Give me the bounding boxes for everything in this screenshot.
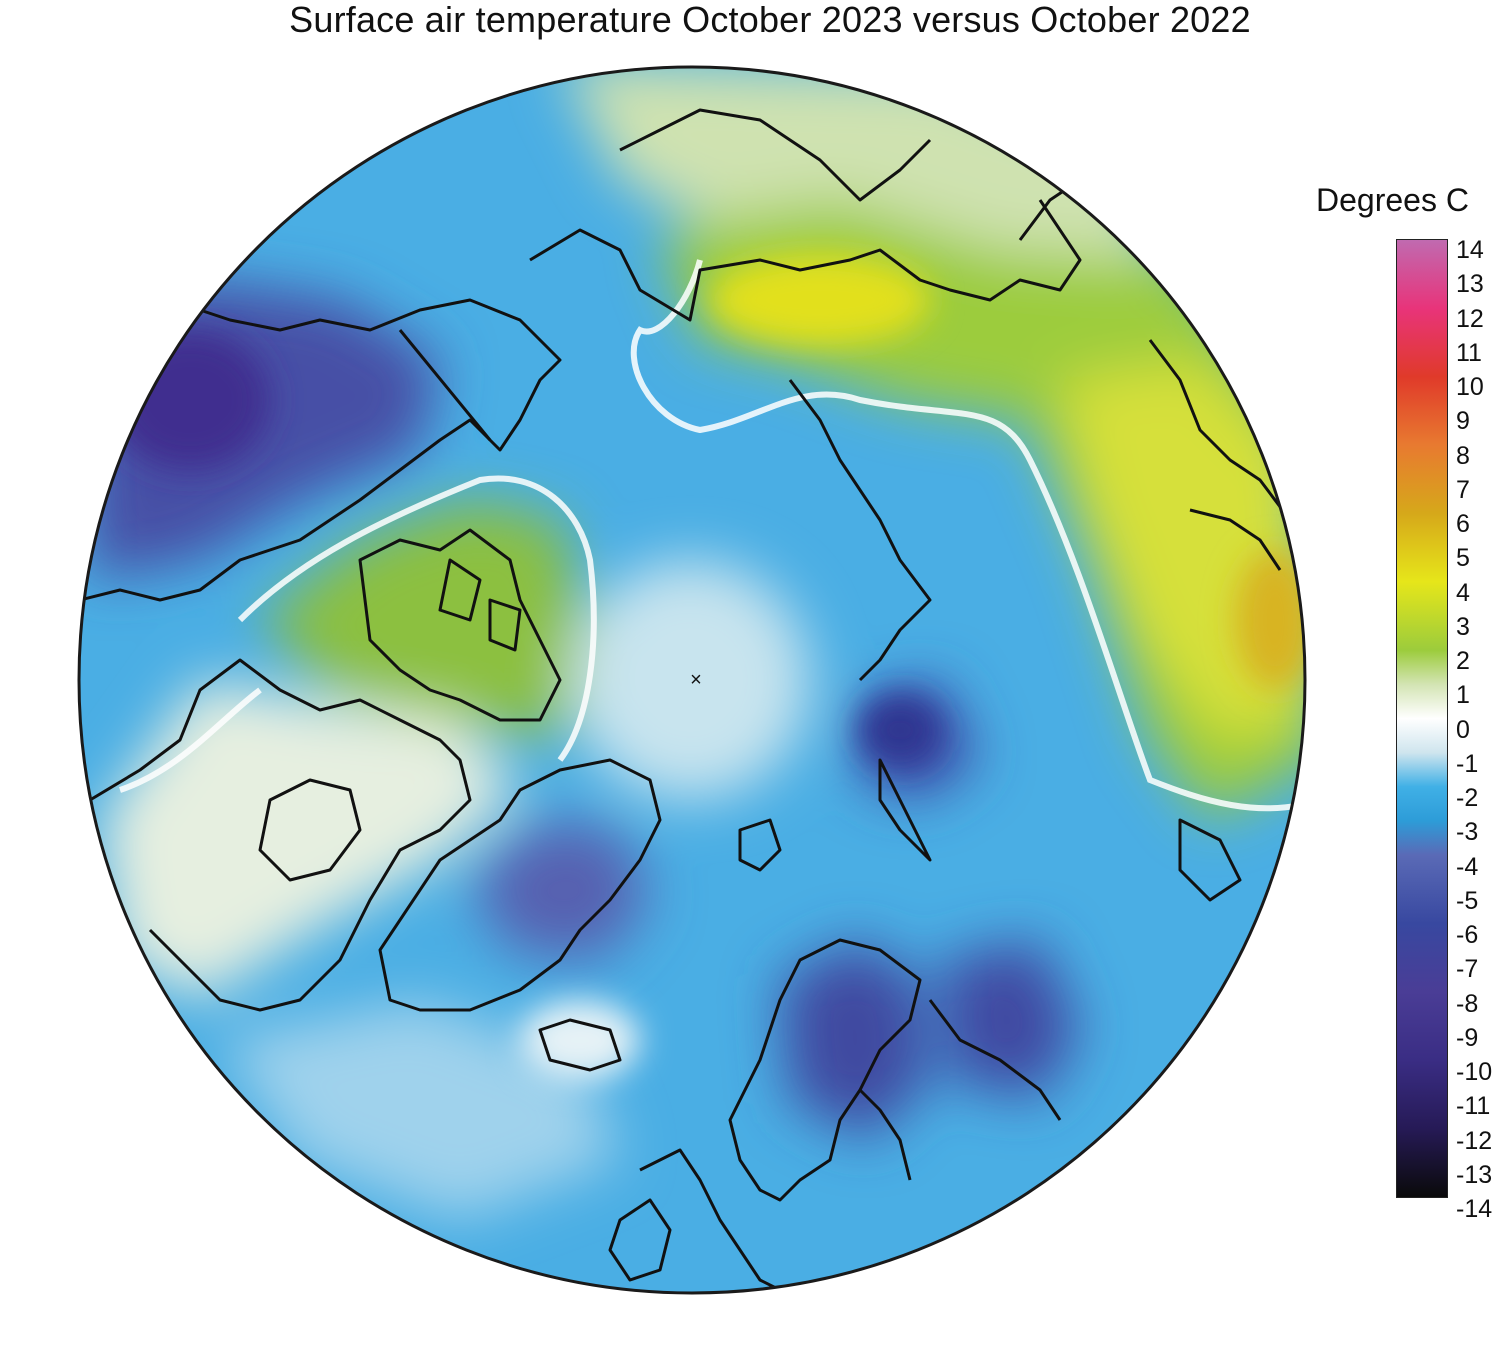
coast-west-russia — [928, 999, 1062, 1121]
colorbar-tick: 8 — [1456, 441, 1470, 470]
region-pole-cap — [570, 560, 810, 800]
colorbar-tick: -5 — [1456, 886, 1479, 915]
coast-siberia — [529, 199, 1082, 322]
colorbar-tick: 5 — [1456, 544, 1470, 573]
colorbar-tick: -7 — [1456, 955, 1479, 984]
colorbar-tick: -12 — [1456, 1126, 1493, 1155]
colorbar-tick: 2 — [1456, 647, 1470, 675]
polar-map: × — [77, 65, 1307, 1295]
region-kara-core-cold — [860, 695, 940, 765]
coast-svalbard — [738, 818, 782, 872]
colorbar-tick: -13 — [1456, 1160, 1493, 1189]
region-kolyma-yellow — [710, 255, 930, 345]
coast-scandinavia — [728, 938, 922, 1202]
map-disc-outline — [77, 65, 1307, 1295]
border-mongolia — [1189, 508, 1282, 571]
colorbar-tick: 14 — [1456, 236, 1484, 264]
region-north-atlantic-pale — [220, 1000, 620, 1220]
border-asia — [1148, 339, 1292, 521]
region-mongolia-hotspot — [1235, 550, 1305, 690]
map-title: Surface air temperature October 2023 ver… — [289, 0, 1251, 40]
coast-archipelago — [358, 528, 562, 722]
region-yukon-core-cold — [110, 330, 270, 470]
coast-caspian — [1178, 818, 1242, 902]
colorbar-tick: 12 — [1456, 304, 1484, 333]
colorbar-tick: 0 — [1456, 715, 1470, 744]
coastlines — [79, 108, 1292, 1293]
border-alaska-canada — [398, 329, 492, 441]
colorbar-tick: 9 — [1456, 407, 1470, 436]
colorbar-tick: 1 — [1456, 681, 1470, 710]
region-scandinavia-cold — [780, 940, 930, 1140]
colorbar-tick: -2 — [1456, 784, 1479, 812]
coast-north-america — [89, 658, 472, 1012]
coast-alaska — [79, 298, 562, 602]
colorbar-tick: -9 — [1456, 1023, 1479, 1052]
coast-baltic — [858, 1088, 912, 1181]
colorbar-tick: -11 — [1456, 1092, 1491, 1121]
colorbar-title: Degrees C — [1316, 182, 1469, 218]
coast-novaya-zemlya — [878, 758, 932, 862]
colorbar-tick: 4 — [1456, 578, 1470, 607]
colorbar-tick: 10 — [1456, 373, 1484, 401]
anomaly-field — [79, 67, 1305, 1293]
coast-chukotka — [619, 108, 932, 202]
colorbar-tick: -6 — [1456, 921, 1479, 949]
coast-greenland — [378, 758, 662, 1012]
region-hudson-bay-neutral — [100, 680, 520, 1000]
anomaly-blobs-small — [110, 255, 1305, 1080]
colorbar-tick: -10 — [1456, 1058, 1493, 1086]
coast-europe — [639, 1148, 841, 1293]
coast-taymyr — [788, 379, 932, 682]
colorbar-tick: -1 — [1456, 749, 1479, 778]
region-greenland-cold — [470, 820, 650, 960]
colorbar-tick: 13 — [1456, 270, 1484, 299]
colorbar-tick: 11 — [1456, 338, 1482, 367]
coast-hudson-bay — [258, 778, 362, 882]
colorbar-tick: 6 — [1456, 510, 1470, 538]
colorbar-tick: -3 — [1456, 818, 1479, 847]
coast-iceland — [538, 1018, 622, 1072]
north-pole-marker: × — [690, 669, 702, 691]
colorbar — [1396, 239, 1448, 1198]
colorbar-tick: -14 — [1456, 1195, 1493, 1223]
coast-british-isles — [608, 1198, 672, 1282]
colorbar-tick: 7 — [1456, 475, 1470, 504]
colorbar-tick: 3 — [1456, 612, 1470, 641]
colorbar-tick: -4 — [1456, 852, 1479, 881]
colorbar-tick: -8 — [1456, 989, 1479, 1018]
region-west-russia-cold — [940, 940, 1080, 1100]
zero-contour — [119, 259, 1305, 812]
colorbar-tick-labels: 14 13 12 11 10 9 8 7 6 5 4 3 2 1 0 -1 -2 -3 -4 -5 -6 -7 -8 -9 -1… — [1456, 0, 1500, 1363]
